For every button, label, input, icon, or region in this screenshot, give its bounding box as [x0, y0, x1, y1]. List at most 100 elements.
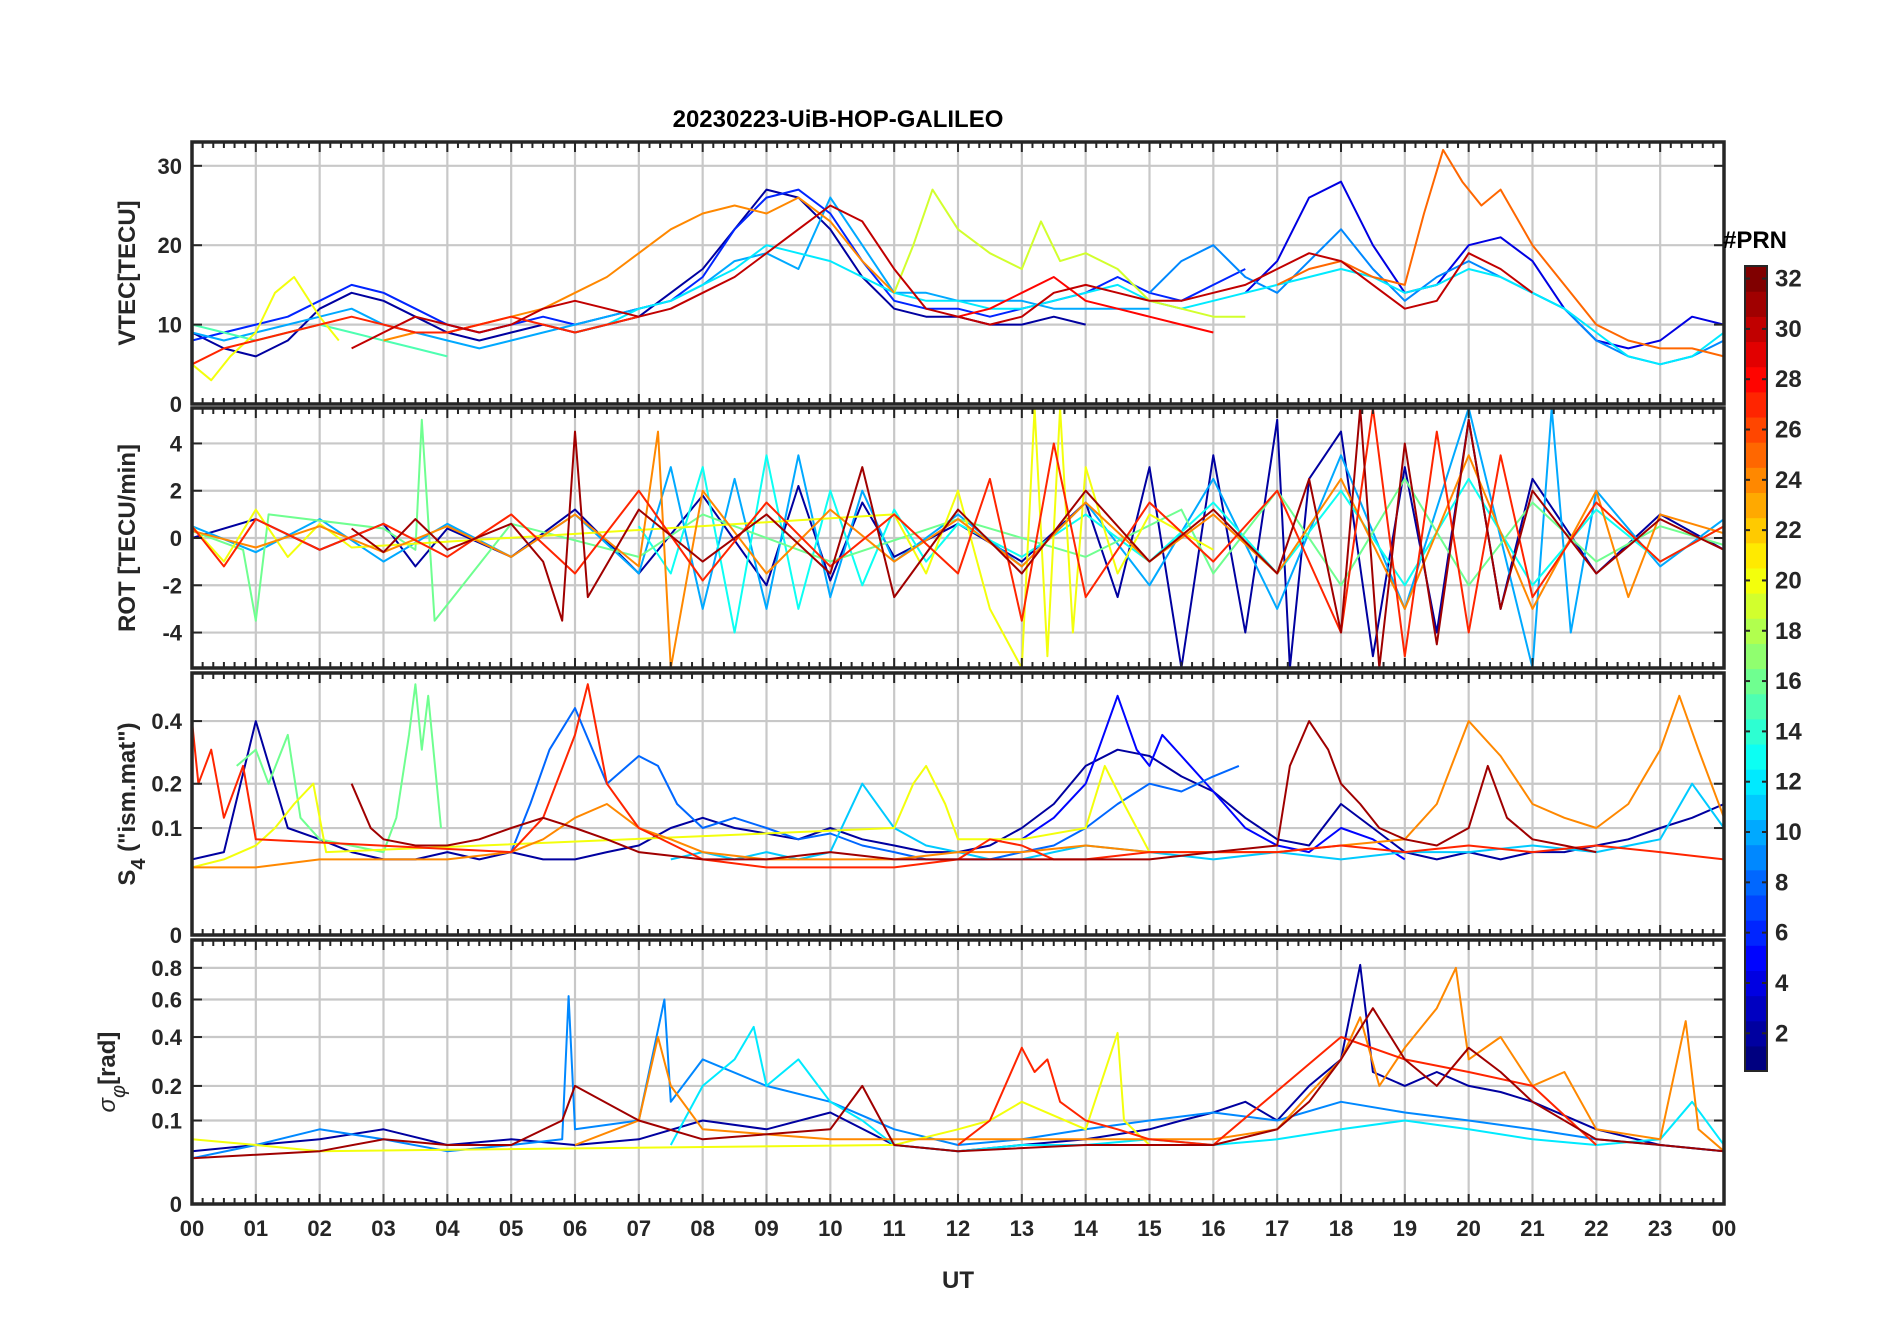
series-prn-25: [1276, 148, 1724, 358]
y-tick-label: 0.2: [151, 1074, 182, 1099]
y-tick-label: 0: [170, 392, 182, 417]
series-group: [192, 963, 1724, 1160]
colorbar-swatch: [1745, 467, 1767, 494]
x-tick-label: 17: [1265, 1216, 1289, 1241]
y-tick-label: 0.1: [151, 816, 182, 841]
series-prn-27: [957, 1036, 1597, 1146]
colorbar-swatch: [1745, 316, 1767, 343]
colorbar-swatch: [1745, 542, 1767, 569]
x-tick-label: 23: [1648, 1216, 1672, 1241]
colorbar-swatch: [1745, 1045, 1767, 1072]
colorbar-swatch: [1745, 844, 1767, 871]
colorbar-swatch: [1745, 794, 1767, 821]
x-tick-label: 08: [690, 1216, 714, 1241]
x-tick-label: 11: [883, 1216, 906, 1241]
x-tick-label: 01: [244, 1216, 268, 1241]
series-prn-24: [574, 966, 1724, 1152]
colorbar-tick-label: 6: [1775, 920, 1788, 947]
y-tick-label: 10: [158, 313, 182, 338]
y-tick-label: 0: [170, 1192, 182, 1217]
y-tick-label: 0: [170, 923, 182, 948]
y-tick-label: 0.4: [151, 709, 182, 734]
x-tick-label: 20: [1456, 1216, 1480, 1241]
x-tick-label: 21: [1520, 1216, 1544, 1241]
series-prn-28: [957, 276, 1214, 334]
colorbar-tick-label: 12: [1775, 769, 1802, 796]
colorbar-tick-label: 28: [1775, 366, 1802, 393]
x-tick-label: 06: [563, 1216, 587, 1241]
series-prn-16: [236, 683, 442, 854]
x-tick-label: 10: [818, 1216, 842, 1241]
colorbar-tick-label: 24: [1775, 467, 1802, 494]
series-prn-30: [351, 204, 1534, 350]
panel-frame: [190, 938, 1726, 1206]
y-tick-label: 0: [170, 526, 182, 551]
y-tick-label: 20: [158, 233, 182, 258]
colorbar-tick-label: 10: [1775, 819, 1802, 846]
x-tick-label: 00: [1712, 1216, 1736, 1241]
series-group: [192, 408, 1724, 668]
colorbar-swatch: [1745, 266, 1767, 292]
colorbar-swatch: [1745, 970, 1767, 997]
x-tick-label: 16: [1201, 1216, 1225, 1241]
colorbar-swatch: [1745, 920, 1767, 946]
series-prn-19: [893, 188, 1246, 318]
y-tick-label: 4: [170, 431, 183, 456]
x-tick-label: 15: [1137, 1216, 1161, 1241]
x-tick-label: 14: [1073, 1216, 1098, 1241]
panel-frame: [190, 406, 1726, 670]
colorbar-swatch: [1745, 643, 1767, 670]
x-tick-label: 22: [1584, 1216, 1608, 1241]
colorbar-swatch: [1745, 442, 1767, 468]
colorbar-swatch: [1745, 869, 1767, 896]
x-tick-label: 00: [180, 1216, 204, 1241]
colorbar-swatch: [1745, 567, 1767, 594]
colorbar-tick-label: 32: [1775, 266, 1802, 293]
x-tick-label: 18: [1329, 1216, 1353, 1241]
y-tick-label: 2: [170, 479, 182, 504]
x-tick-label: 19: [1393, 1216, 1417, 1241]
colorbar-swatch: [1745, 618, 1767, 644]
panel-rot: -4 -2 0 2 4 ROT [TECU/min]: [114, 406, 1726, 670]
y-axis-label: σφ[rad]: [94, 1032, 130, 1113]
y-tick-label: 0.1: [151, 1109, 182, 1134]
x-axis-label: UT: [942, 1267, 974, 1294]
series-prn-31: [192, 1007, 1724, 1160]
x-tick-label: 12: [946, 1216, 970, 1241]
y-tick-label: 0.6: [151, 988, 182, 1013]
colorbar-swatch: [1745, 668, 1767, 695]
y-axis-label: VTEC[TECU]: [114, 200, 141, 345]
x-tick-label: 03: [371, 1216, 395, 1241]
series-prn-24: [192, 430, 1724, 668]
x-tick-label: 07: [627, 1216, 651, 1241]
colorbar-swatch: [1745, 492, 1767, 519]
series-prn-24: [192, 694, 1724, 869]
colorbar-swatch: [1745, 693, 1767, 720]
series-prn-20: [192, 408, 1214, 668]
colorbar-swatch: [1745, 593, 1767, 619]
colorbar-tick-label: 8: [1775, 869, 1788, 896]
colorbar-swatch: [1745, 416, 1767, 443]
colorbar-tick-label: 16: [1775, 668, 1802, 695]
series-prn-27: [192, 683, 1724, 869]
colorbar-frame: [1744, 265, 1768, 1072]
series-prn-31: [350, 720, 1597, 861]
panel-s4: 0 0.1 0.2 0.4S4 ("ism.mat"): [114, 671, 1726, 948]
colorbar-tick-label: 20: [1775, 567, 1802, 594]
colorbar-swatch: [1745, 995, 1767, 1022]
series-group: [192, 683, 1724, 869]
x-tick-label: 09: [754, 1216, 778, 1241]
colorbar-swatch: [1745, 391, 1767, 418]
series-prn-27: [192, 315, 640, 366]
series-group: [192, 148, 1724, 382]
colorbar-swatch: [1745, 718, 1767, 745]
colorbar-swatch: [1745, 517, 1767, 544]
y-tick-label: 0.2: [151, 772, 182, 797]
chart-title: 20230223-UiB-HOP-GALILEO: [673, 106, 1004, 133]
y-axis-label: ROT [TECU/min]: [114, 444, 141, 632]
colorbar-tick-label: 2: [1775, 1020, 1788, 1047]
panel-vtec: 0 10 20 30 VTEC[TECU]: [114, 140, 1726, 417]
colorbar-tick-label: 22: [1775, 517, 1802, 544]
